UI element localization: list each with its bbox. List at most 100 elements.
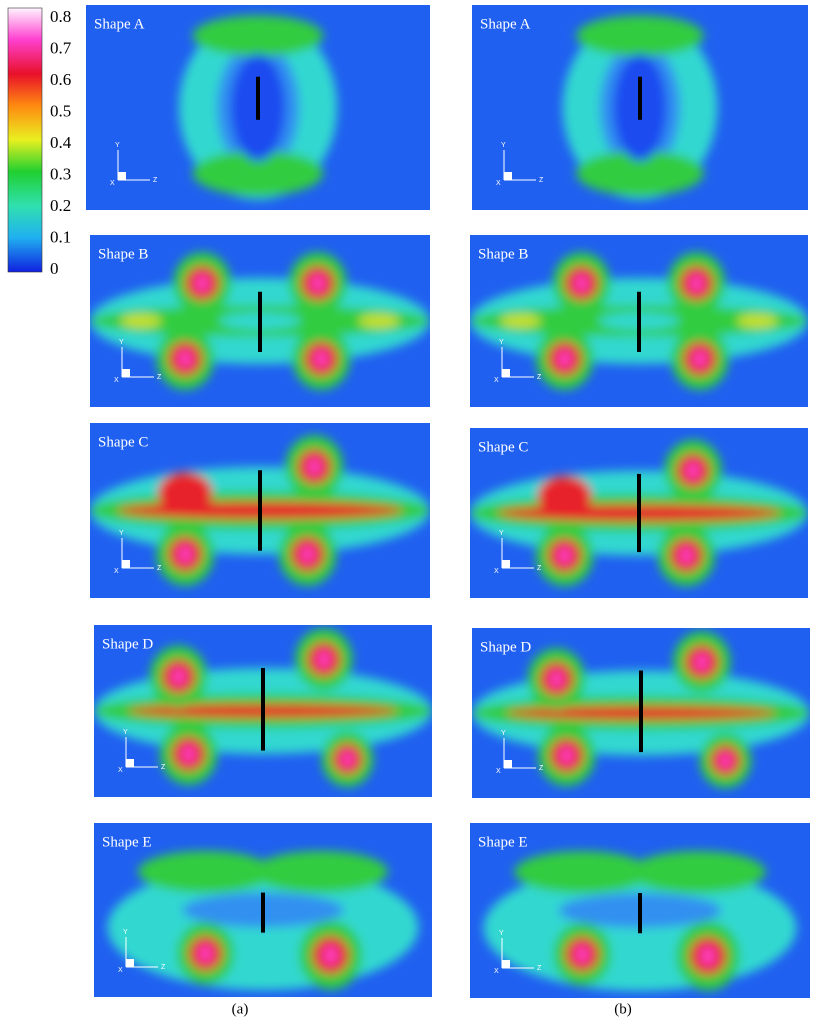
axis-label: Z	[537, 374, 542, 381]
field-blob	[307, 458, 322, 476]
contour-panel: Shape C Y Z X	[470, 428, 808, 598]
probe-bar	[258, 470, 262, 551]
axis-origin	[126, 759, 134, 767]
shape-title: Shape D	[102, 636, 153, 652]
axis-label: Y	[123, 729, 128, 736]
axis-origin	[502, 560, 510, 568]
field-blob	[195, 274, 209, 292]
contour-panel: Shape B Y Z X	[90, 235, 430, 407]
shape-title: Shape C	[98, 434, 148, 450]
axis-label: X	[118, 967, 123, 974]
axis-label: X	[496, 180, 501, 187]
axis-label: X	[496, 768, 501, 775]
field-blob	[158, 472, 213, 514]
axis-label: Z	[539, 177, 544, 184]
colorbar-tick-label: 0.5	[50, 101, 71, 120]
shape-title: Shape E	[102, 834, 152, 850]
axis-label: X	[110, 180, 115, 187]
field-blob	[252, 850, 389, 893]
axis-label: Z	[161, 964, 166, 971]
column-label: (b)	[614, 1001, 632, 1017]
axis-label: X	[494, 968, 499, 975]
field-blob	[559, 747, 574, 764]
shape-title: Shape E	[478, 834, 528, 850]
field-blob	[689, 274, 704, 292]
shape-title: Shape B	[98, 246, 148, 262]
contour-panel: Shape A Y Z X	[86, 5, 430, 210]
contour-panel: Shape E Y Z X	[94, 823, 432, 997]
probe-bar	[637, 291, 641, 352]
field-blob	[317, 650, 331, 668]
field-blob	[300, 545, 315, 563]
contour-field	[90, 435, 430, 586]
axis-label: X	[118, 767, 123, 774]
field-blob	[137, 850, 274, 893]
axis-origin	[504, 760, 512, 768]
axis-label: Y	[501, 142, 506, 149]
field-blob	[311, 274, 325, 292]
axis-label: Z	[161, 764, 166, 771]
probe-bar	[637, 473, 641, 553]
colorbar-tick-label: 0.8	[50, 7, 71, 26]
field-blob	[198, 944, 213, 963]
field-blob	[537, 475, 592, 517]
field-blob	[192, 150, 324, 196]
shape-title: Shape A	[94, 16, 145, 32]
colorbar-tick-label: 0.4	[50, 133, 72, 152]
field-blob	[693, 350, 707, 368]
contour-panel: Shape A Y Z X	[472, 5, 808, 210]
axis-label: Y	[119, 339, 124, 346]
field-blob	[557, 547, 572, 564]
field-blob	[178, 350, 192, 368]
axis-label: Y	[123, 929, 128, 936]
axis-label: Z	[537, 565, 542, 572]
colorbar-tick-label: 0.7	[50, 38, 72, 57]
axis-label: Z	[537, 965, 542, 972]
field-blob	[629, 851, 766, 893]
contour-panel: Shape E Y Z X	[470, 823, 810, 998]
shape-title: Shape A	[480, 16, 531, 32]
shape-title: Shape C	[478, 439, 528, 455]
field-blob	[737, 314, 778, 328]
field-blob	[514, 851, 651, 893]
field-blob	[192, 15, 324, 57]
field-blob	[557, 350, 572, 368]
probe-bar	[261, 668, 265, 751]
probe-bar	[639, 670, 643, 753]
colorbar-tick-label: 0.2	[50, 196, 71, 215]
field-blob	[719, 752, 732, 769]
contour-panel: Shape C Y Z X	[90, 423, 430, 598]
field-blob	[358, 314, 400, 328]
field-blob	[171, 668, 186, 686]
axis-label: Y	[115, 142, 120, 149]
field-blob	[575, 945, 589, 963]
probe-bar	[638, 893, 642, 934]
axis-origin	[502, 960, 510, 968]
contour-panel: Shape D Y Z X	[472, 628, 810, 798]
field-blob	[700, 946, 716, 966]
axis-origin	[504, 172, 512, 180]
axis-origin	[122, 369, 130, 377]
axis-label: Y	[119, 530, 124, 537]
axis-label: X	[494, 568, 499, 575]
field-blob	[120, 314, 162, 328]
axis-label: Z	[539, 765, 544, 772]
axis-label: Y	[501, 730, 506, 737]
probe-bar	[261, 892, 265, 933]
contour-panel: Shape B Y Z X	[470, 235, 808, 407]
shape-title: Shape D	[480, 639, 531, 655]
colorbar-tick-label: 0	[50, 259, 59, 278]
axis-label: X	[114, 568, 119, 575]
axis-origin	[126, 959, 134, 967]
field-blob	[576, 150, 704, 196]
column-label: (a)	[232, 1001, 249, 1017]
shape-title: Shape B	[478, 246, 528, 262]
axis-origin	[502, 369, 510, 377]
probe-bar	[258, 291, 262, 352]
field-blob	[574, 274, 589, 292]
field-blob	[323, 945, 339, 965]
field-blob	[695, 653, 709, 671]
field-blob	[679, 547, 694, 564]
field-blob	[686, 462, 700, 479]
